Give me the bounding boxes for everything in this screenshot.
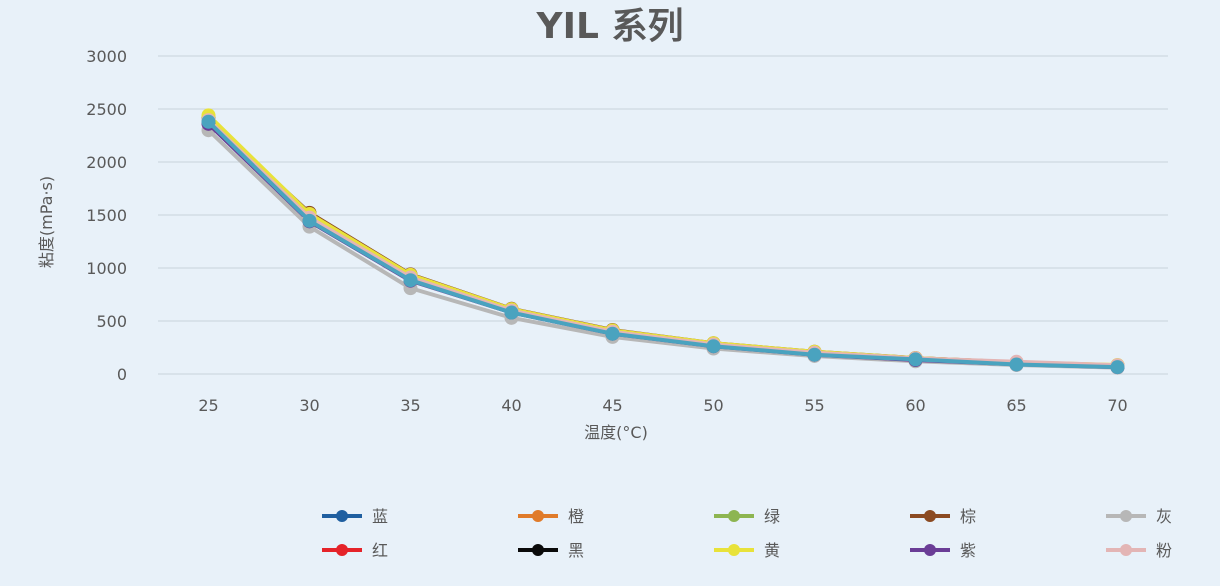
legend-swatch-marker <box>924 544 936 556</box>
legend-label: 黄 <box>764 541 780 560</box>
series-棕 <box>201 112 1125 373</box>
x-axis-ticks: 25 30 35 40 45 50 55 60 65 70 <box>198 396 1127 415</box>
legend-label: 绿 <box>764 507 780 526</box>
gridlines <box>158 55 1168 375</box>
y-axis-ticks: 0 500 1000 1500 2000 2500 3000 <box>86 47 127 384</box>
data-point <box>504 305 519 320</box>
y-tick-label: 500 <box>96 312 127 331</box>
legend-item: 灰 <box>1106 507 1172 526</box>
legend-label: 灰 <box>1156 507 1172 526</box>
y-tick-label: 0 <box>117 365 127 384</box>
x-tick-label: 25 <box>198 396 218 415</box>
legend-item: 黄 <box>714 541 780 560</box>
legend-swatch-marker <box>1120 510 1132 522</box>
series-绿 <box>201 110 1125 374</box>
series-粉 <box>201 113 1125 373</box>
data-point <box>807 347 822 362</box>
legend-label: 粉 <box>1156 541 1172 560</box>
series-lines <box>201 108 1125 375</box>
data-point <box>908 352 923 367</box>
legend-swatch-marker <box>728 510 740 522</box>
series-橙 <box>201 111 1125 373</box>
data-point <box>403 273 418 288</box>
legend-swatch-marker <box>728 544 740 556</box>
legend-item: 绿 <box>714 507 780 526</box>
series-line <box>207 122 1118 370</box>
x-tick-label: 70 <box>1107 396 1127 415</box>
data-point <box>302 213 317 228</box>
y-tick-label: 2500 <box>86 100 127 119</box>
legend: 蓝橙绿棕灰白红黑黄紫粉青绿 <box>322 507 1172 560</box>
legend-label: 蓝 <box>372 507 388 526</box>
data-point <box>1110 360 1125 375</box>
data-point <box>201 114 216 129</box>
legend-label: 黑 <box>568 541 584 560</box>
legend-swatch-marker <box>336 510 348 522</box>
series-青绿 <box>201 114 1125 375</box>
chart-title: YIL 系列 <box>536 6 684 47</box>
legend-item: 蓝 <box>322 507 388 526</box>
series-line <box>207 120 1118 370</box>
y-tick-label: 3000 <box>86 47 127 66</box>
legend-item: 粉 <box>1106 541 1172 560</box>
legend-item: 紫 <box>910 541 976 560</box>
y-axis-label: 粘度(mPa·s) <box>37 176 56 268</box>
x-tick-label: 60 <box>905 396 925 415</box>
legend-label: 棕 <box>960 507 976 526</box>
x-tick-label: 45 <box>602 396 622 415</box>
x-tick-label: 65 <box>1006 396 1026 415</box>
x-tick-label: 50 <box>703 396 723 415</box>
legend-swatch-marker <box>532 544 544 556</box>
series-line <box>207 128 1118 370</box>
legend-item: 橙 <box>518 507 584 526</box>
data-point <box>706 339 721 354</box>
y-tick-label: 2000 <box>86 153 127 172</box>
legend-swatch-marker <box>336 544 348 556</box>
legend-label: 红 <box>372 541 388 560</box>
legend-swatch-marker <box>924 510 936 522</box>
legend-label: 紫 <box>960 541 976 560</box>
x-tick-label: 55 <box>804 396 824 415</box>
data-point <box>605 326 620 341</box>
data-point <box>1009 357 1024 372</box>
y-tick-label: 1000 <box>86 259 127 278</box>
legend-item: 红 <box>322 541 388 560</box>
x-axis-label: 温度(°C) <box>584 423 648 442</box>
y-tick-label: 1500 <box>86 206 127 225</box>
legend-swatch-marker <box>1120 544 1132 556</box>
legend-swatch-marker <box>532 510 544 522</box>
series-line <box>207 121 1118 369</box>
legend-item: 棕 <box>910 507 976 526</box>
legend-item: 黑 <box>518 541 584 560</box>
x-tick-label: 40 <box>501 396 521 415</box>
legend-label: 橙 <box>568 507 584 526</box>
x-tick-label: 35 <box>400 396 420 415</box>
x-tick-label: 30 <box>299 396 319 415</box>
